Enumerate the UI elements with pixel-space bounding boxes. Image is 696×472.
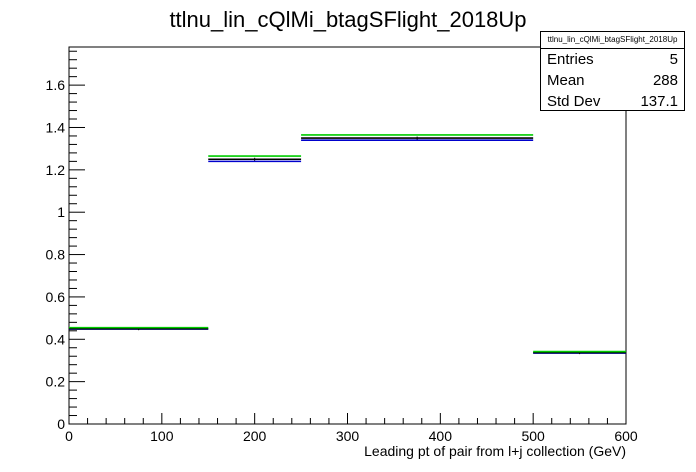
stats-label: Mean [547,72,585,89]
stats-label: Entries [547,51,594,68]
y-tick-label: 1.6 [46,77,66,93]
x-tick-label: 300 [336,428,360,444]
y-tick-label: 0.8 [46,247,66,263]
stats-label: Std Dev [547,93,601,110]
x-tick-label: 500 [521,428,545,444]
stats-box: ttlnu_lin_cQlMi_btagSFlight_2018Up Entri… [540,31,685,111]
x-tick-label: 0 [65,428,73,444]
y-tick-label: 0.4 [46,331,66,347]
y-tick-label: 1.2 [46,162,66,178]
x-axis-label: Leading pt of pair from l+j collection (… [364,443,626,459]
stats-row-stddev: Std Dev 137.1 [541,91,684,112]
stats-row-mean: Mean 288 [541,70,684,91]
stats-value: 288 [652,72,678,89]
stats-value: 5 [669,51,678,68]
stats-title: ttlnu_lin_cQlMi_btagSFlight_2018Up [541,32,684,49]
x-tick-label: 400 [429,428,453,444]
x-tick-label: 600 [614,428,638,444]
y-tick-label: 0 [57,416,65,432]
y-tick-label: 1.4 [46,119,66,135]
y-tick-label: 0.2 [46,374,66,390]
y-tick-label: 1 [57,204,65,220]
y-tick-label: 0.6 [46,289,66,305]
x-tick-label: 100 [150,428,174,444]
stats-row-entries: Entries 5 [541,49,684,70]
chart-title: ttlnu_lin_cQlMi_btagSFlight_2018Up [169,7,526,32]
x-tick-label: 200 [243,428,267,444]
stats-value: 137.1 [640,93,678,110]
